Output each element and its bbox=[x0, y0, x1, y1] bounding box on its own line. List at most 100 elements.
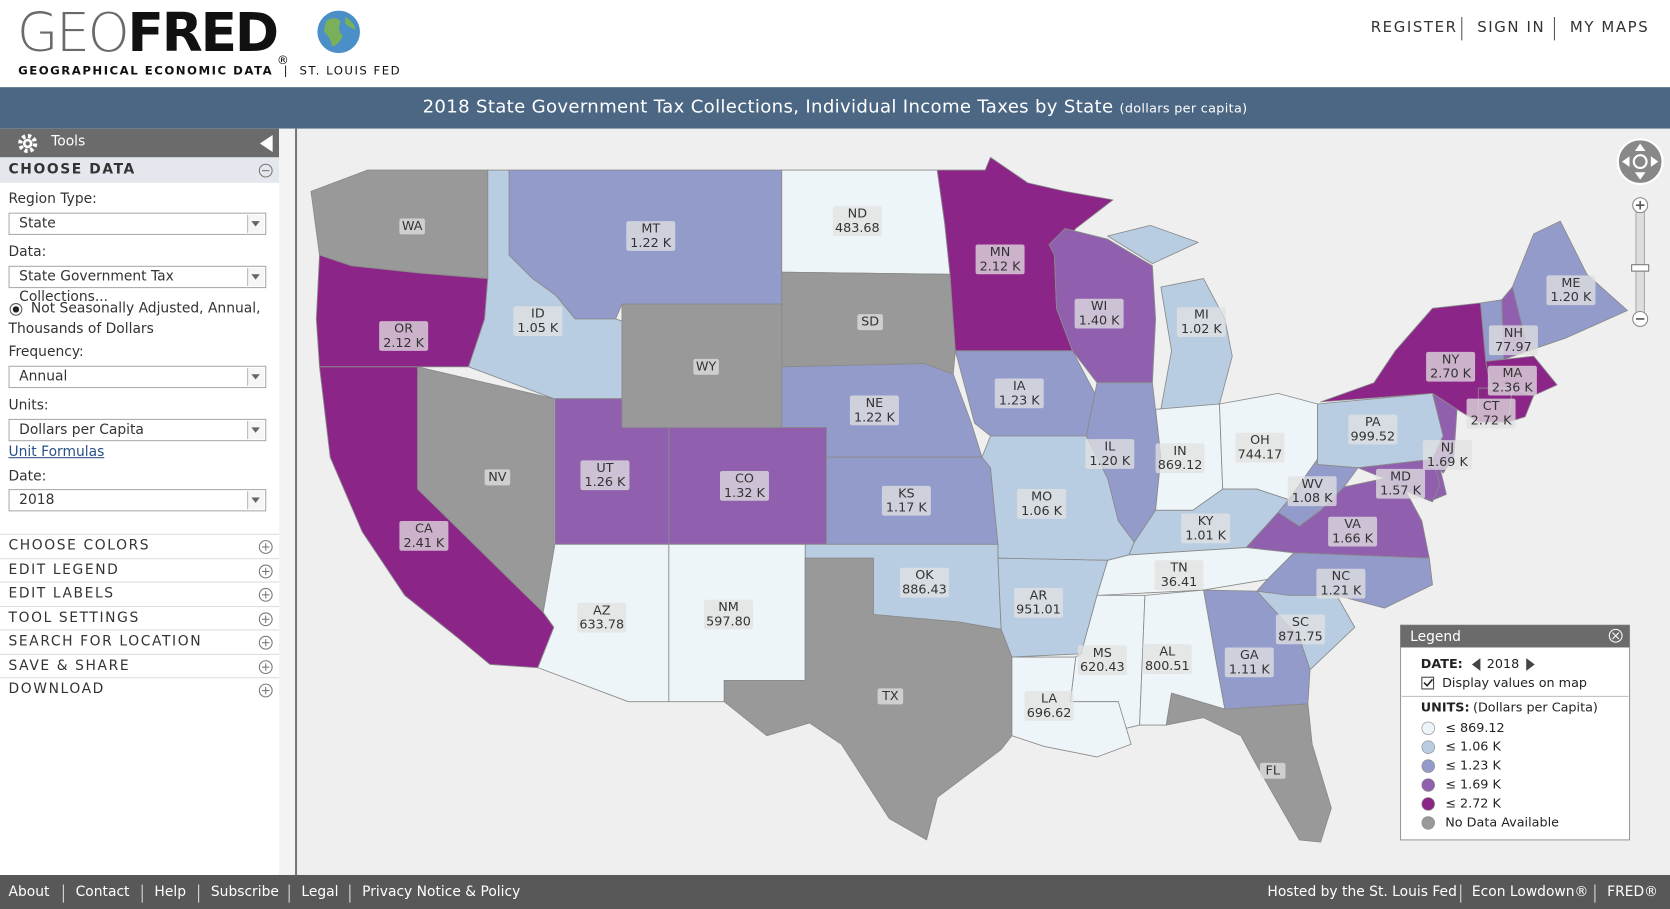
select[interactable]: Dollars per Capita bbox=[8, 418, 267, 442]
select[interactable]: State bbox=[8, 212, 267, 235]
footer-link[interactable]: FRED® bbox=[1607, 884, 1658, 901]
nav-link[interactable]: MY MAPS bbox=[1569, 19, 1650, 37]
zoom-handle[interactable] bbox=[1631, 264, 1650, 272]
section-row[interactable]: SEARCH FOR LOCATION bbox=[0, 629, 280, 652]
section-title: EDIT LABELS bbox=[8, 585, 115, 602]
label-box bbox=[484, 469, 511, 486]
section-row[interactable]: SAVE & SHARE bbox=[0, 653, 280, 676]
state-code: UT bbox=[596, 461, 613, 476]
globe-land bbox=[323, 18, 343, 47]
logo[interactable]: GEOFRED® bbox=[17, 2, 289, 67]
state-value: 2.12 K bbox=[383, 336, 424, 351]
state-value: 1.17 K bbox=[886, 501, 927, 516]
state-shape[interactable] bbox=[319, 366, 555, 669]
select[interactable]: 2018 bbox=[8, 489, 267, 512]
state-value: 869.12 bbox=[1158, 458, 1203, 473]
state-value: 1.26 K bbox=[585, 475, 626, 490]
state-code: MT bbox=[641, 222, 660, 237]
footer-link[interactable]: Contact bbox=[75, 884, 130, 901]
section-row[interactable]: DOWNLOAD bbox=[0, 677, 280, 700]
radio-label: Not Seasonally Adjusted, Annual, bbox=[30, 300, 261, 317]
date-prev[interactable] bbox=[1471, 658, 1481, 671]
state-value: 2.12 K bbox=[980, 259, 1021, 274]
select[interactable]: Annual bbox=[8, 365, 267, 389]
label-box bbox=[1155, 443, 1205, 474]
label-box bbox=[1328, 516, 1378, 547]
label-box bbox=[580, 460, 630, 491]
section-row[interactable]: CHOOSE COLORS bbox=[0, 533, 280, 557]
state-shape[interactable] bbox=[468, 169, 623, 400]
state-value: 633.78 bbox=[579, 618, 624, 633]
select-value: State bbox=[19, 215, 56, 232]
section-row[interactable]: TOOL SETTINGS bbox=[0, 605, 280, 628]
nav-link[interactable]: REGISTER bbox=[1370, 19, 1458, 37]
select-value: State Government Tax Collections... bbox=[19, 268, 174, 306]
field-label: Frequency: bbox=[8, 344, 84, 361]
label-box bbox=[513, 306, 563, 336]
state-value: 1.05 K bbox=[517, 321, 558, 336]
state-code: WV bbox=[1301, 477, 1323, 492]
choose-data-header[interactable]: CHOOSE DATA bbox=[0, 157, 280, 183]
tagline-right: ST. LOUIS FED bbox=[299, 63, 402, 78]
label-box bbox=[832, 206, 882, 237]
section-row[interactable]: EDIT LABELS bbox=[0, 581, 280, 605]
state-code: VA bbox=[1344, 517, 1361, 532]
field-label: Date: bbox=[8, 468, 47, 485]
label-box bbox=[1287, 476, 1337, 507]
collapse-icon[interactable] bbox=[258, 134, 275, 153]
pan-arrow bbox=[1634, 172, 1646, 180]
footer-link[interactable]: Privacy Notice & Policy bbox=[362, 884, 521, 901]
section-title: TOOL SETTINGS bbox=[8, 609, 140, 626]
legend: Legend DATE: 2018 Display values on map … bbox=[1400, 624, 1631, 841]
state-value: 696.62 bbox=[1027, 706, 1072, 721]
globe-land bbox=[345, 17, 356, 30]
state-value: 77.97 bbox=[1495, 340, 1532, 355]
legend-units: (Dollars per Capita) bbox=[1473, 701, 1598, 716]
legend-date-label: DATE: bbox=[1421, 657, 1463, 672]
select[interactable]: State Government Tax Collections... bbox=[8, 265, 267, 305]
state-shape[interactable] bbox=[1165, 692, 1332, 843]
date-next[interactable] bbox=[1526, 658, 1535, 671]
label-box bbox=[849, 395, 899, 426]
label-box bbox=[379, 321, 429, 351]
checkmark bbox=[1423, 678, 1434, 687]
legend-close[interactable] bbox=[1608, 628, 1623, 643]
nav-link[interactable]: SIGN IN bbox=[1477, 19, 1546, 37]
label-box bbox=[703, 599, 753, 630]
legend-swatch bbox=[1421, 740, 1435, 754]
footer-link[interactable]: Subscribe bbox=[210, 884, 279, 901]
legend-date: 2018 bbox=[1487, 657, 1519, 672]
section-title: EDIT LEGEND bbox=[8, 561, 120, 578]
state-shape[interactable] bbox=[1107, 224, 1199, 265]
state-value: 1.23 K bbox=[999, 393, 1040, 408]
state-code: OK bbox=[915, 568, 934, 583]
tools-bar[interactable]: Tools bbox=[0, 128, 280, 158]
footer-link[interactable]: Econ Lowdown® bbox=[1471, 884, 1589, 901]
tagline: GEOGRAPHICAL ECONOMIC DATA | ST. LOUIS F… bbox=[18, 64, 401, 78]
footer-separator bbox=[1594, 884, 1596, 903]
state-shape[interactable] bbox=[723, 557, 1013, 841]
footer-link[interactable]: Hosted by the St. Louis Fed bbox=[1267, 884, 1457, 901]
section-row[interactable]: EDIT LEGEND bbox=[0, 557, 280, 581]
state-code: AL bbox=[1159, 645, 1176, 660]
pan-center bbox=[1632, 154, 1648, 170]
minus-icon bbox=[258, 163, 273, 178]
scrollbar bbox=[279, 128, 298, 875]
footer-separator bbox=[141, 884, 143, 903]
state-code: ND bbox=[848, 207, 868, 222]
footer-link[interactable]: About bbox=[8, 884, 50, 901]
map-units: (dollars per capita) bbox=[1119, 101, 1248, 116]
radio[interactable] bbox=[9, 303, 23, 316]
footer-link[interactable]: Legal bbox=[301, 884, 339, 901]
zoom-control[interactable] bbox=[1616, 138, 1664, 327]
checkbox[interactable] bbox=[1421, 676, 1435, 690]
state-code: AR bbox=[1030, 588, 1048, 603]
label-box bbox=[1259, 762, 1286, 779]
footer-link[interactable]: Help bbox=[154, 884, 187, 901]
state-code: LA bbox=[1041, 692, 1057, 707]
unit-formulas-link[interactable]: Unit Formulas bbox=[8, 444, 105, 461]
section-title: CHOOSE DATA bbox=[8, 161, 136, 178]
legend-label: ≤ 2.72 K bbox=[1445, 796, 1501, 811]
pan-control[interactable] bbox=[1616, 138, 1664, 185]
